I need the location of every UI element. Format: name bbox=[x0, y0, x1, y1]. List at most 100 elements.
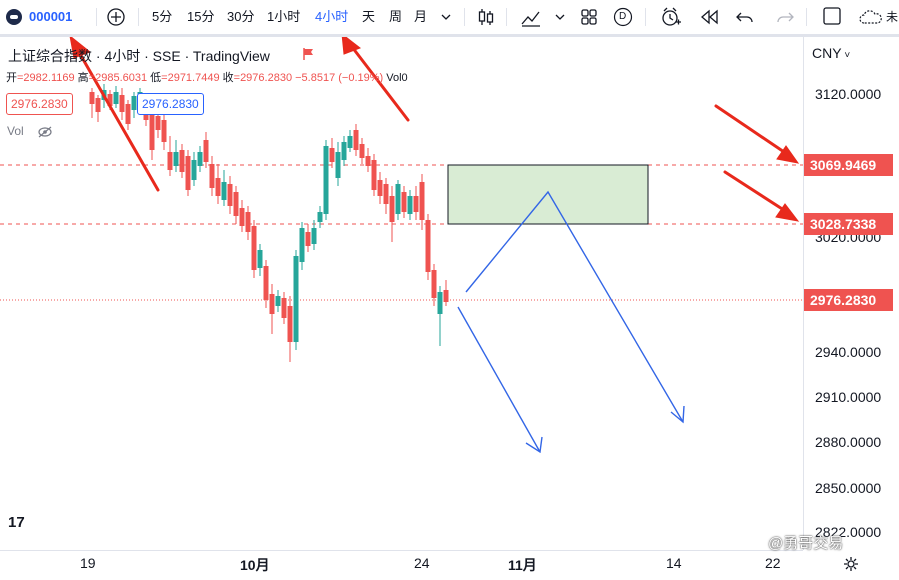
price-tag-upper: 3069.9469 bbox=[804, 154, 893, 176]
indicators-button[interactable] bbox=[520, 0, 542, 34]
undo-button[interactable] bbox=[735, 0, 755, 34]
candle-body bbox=[353, 130, 359, 150]
fullscreen-button[interactable] bbox=[821, 0, 843, 34]
interval-1h[interactable]: 1小时 bbox=[267, 9, 301, 24]
candle-body bbox=[317, 212, 323, 222]
candle-body bbox=[299, 228, 305, 262]
candle-body bbox=[125, 104, 131, 124]
candle-body bbox=[167, 152, 173, 170]
candle-body bbox=[251, 226, 257, 270]
candle-body bbox=[419, 182, 425, 220]
interval-dropdown-button[interactable] bbox=[440, 0, 452, 34]
compare-add-button[interactable] bbox=[106, 0, 126, 34]
candle-body bbox=[131, 96, 137, 110]
candles-icon bbox=[478, 9, 494, 25]
candle-body bbox=[203, 140, 209, 162]
grid-layout-icon bbox=[581, 9, 597, 25]
time-tick: 22 bbox=[765, 555, 781, 571]
candlestick-chart bbox=[0, 37, 803, 454]
d-button[interactable]: D bbox=[612, 0, 634, 34]
time-tick: 19 bbox=[80, 555, 96, 571]
chevron-down-icon bbox=[555, 14, 565, 20]
undo-icon bbox=[736, 12, 753, 23]
volume-indicator-label: Vol bbox=[7, 124, 53, 138]
candle-body bbox=[269, 294, 275, 314]
layout-button[interactable] bbox=[579, 0, 599, 34]
time-tick: 10月 bbox=[240, 557, 270, 573]
candle-body bbox=[311, 228, 317, 244]
candle-body bbox=[119, 95, 125, 112]
candle-body bbox=[89, 92, 95, 104]
time-tick: 24 bbox=[414, 555, 430, 571]
candle-body bbox=[149, 110, 155, 150]
price-tick: 3120.0000 bbox=[815, 86, 882, 102]
plus-circle-icon bbox=[107, 8, 125, 26]
currency-selector[interactable]: CNY ˅ bbox=[812, 45, 851, 61]
candle-body bbox=[227, 184, 233, 206]
price-tick: 2822.0000 bbox=[815, 524, 882, 540]
cut-off-label: 未 bbox=[886, 10, 899, 24]
price-axis[interactable] bbox=[803, 37, 899, 550]
interval-day[interactable]: 天 bbox=[362, 9, 376, 24]
interval-5m[interactable]: 5分 bbox=[152, 9, 173, 24]
volume-indicator-text: Vol bbox=[7, 124, 24, 138]
low-label: 低 bbox=[150, 72, 162, 84]
tradingview-logo: 17 bbox=[8, 514, 25, 531]
arrow-to-symbol bbox=[74, 45, 160, 192]
flag-icon[interactable] bbox=[302, 47, 316, 61]
candle-body bbox=[113, 92, 119, 104]
candle-body bbox=[209, 164, 215, 188]
candle-body bbox=[341, 142, 347, 160]
time-tick: 11月 bbox=[508, 557, 537, 573]
replay-button[interactable] bbox=[698, 0, 720, 34]
arrow-to-interval bbox=[347, 41, 410, 122]
indicators-dropdown-button[interactable] bbox=[554, 0, 566, 34]
candle-body bbox=[233, 192, 239, 216]
high-value: =2985.6031 bbox=[88, 72, 148, 84]
low-value: =2971.7449 bbox=[161, 72, 220, 84]
alarm-clock-icon bbox=[662, 7, 681, 26]
candle-body bbox=[377, 180, 383, 196]
alert-button[interactable] bbox=[660, 0, 682, 34]
price-tick: 2880.0000 bbox=[815, 434, 882, 450]
projection-arrowhead-left bbox=[525, 436, 543, 454]
candle-body bbox=[161, 120, 167, 142]
chart-type-button[interactable] bbox=[476, 0, 496, 34]
interval-30m[interactable]: 30分 bbox=[227, 9, 255, 24]
price-tick: 2910.0000 bbox=[815, 389, 882, 405]
candle-body bbox=[215, 178, 221, 196]
candle-body bbox=[95, 98, 101, 112]
price-tag-lower: 3028.7338 bbox=[804, 213, 893, 235]
open-value: =2982.1169 bbox=[17, 72, 75, 84]
interval-week[interactable]: 周 bbox=[389, 9, 403, 24]
projection-arrows bbox=[457, 190, 685, 454]
chart-pane[interactable] bbox=[0, 37, 803, 550]
symbol-search-button[interactable]: 000001 bbox=[29, 9, 73, 24]
candle-body bbox=[281, 298, 287, 318]
time-axis[interactable] bbox=[0, 550, 803, 580]
arrowhead-symbol bbox=[69, 37, 91, 59]
bid-price-badge[interactable]: 2976.2830 bbox=[6, 93, 73, 115]
chart-legend-title: 上证综合指数 · 4小时 · SSE · TradingView bbox=[8, 48, 270, 64]
settings-button[interactable] bbox=[843, 556, 859, 577]
d-circle-icon bbox=[613, 7, 633, 27]
price-tick: 2850.0000 bbox=[815, 480, 882, 496]
candle-body bbox=[383, 184, 389, 204]
candle-body bbox=[173, 152, 179, 166]
indicators-icon bbox=[521, 11, 540, 27]
candles bbox=[89, 84, 449, 362]
interval-4h[interactable]: 4小时 bbox=[315, 9, 349, 24]
interval-month[interactable]: 月 bbox=[414, 9, 428, 24]
arrowhead-tag-lower bbox=[775, 203, 800, 222]
ask-price-badge[interactable]: 2976.2830 bbox=[137, 93, 204, 115]
ohlc-legend: 开=2982.1169 高=2985.6031 低=2971.7449 收=29… bbox=[6, 69, 408, 85]
gear-icon bbox=[844, 557, 858, 571]
redo-button[interactable] bbox=[775, 0, 795, 34]
cloud-save-button[interactable] bbox=[858, 0, 882, 34]
candle-body bbox=[263, 266, 269, 300]
candle-body bbox=[305, 232, 311, 246]
interval-15m[interactable]: 15分 bbox=[187, 9, 215, 24]
close-value: =2976.2830 bbox=[233, 72, 293, 84]
d-label: D bbox=[619, 11, 627, 22]
candle-body bbox=[245, 212, 251, 232]
